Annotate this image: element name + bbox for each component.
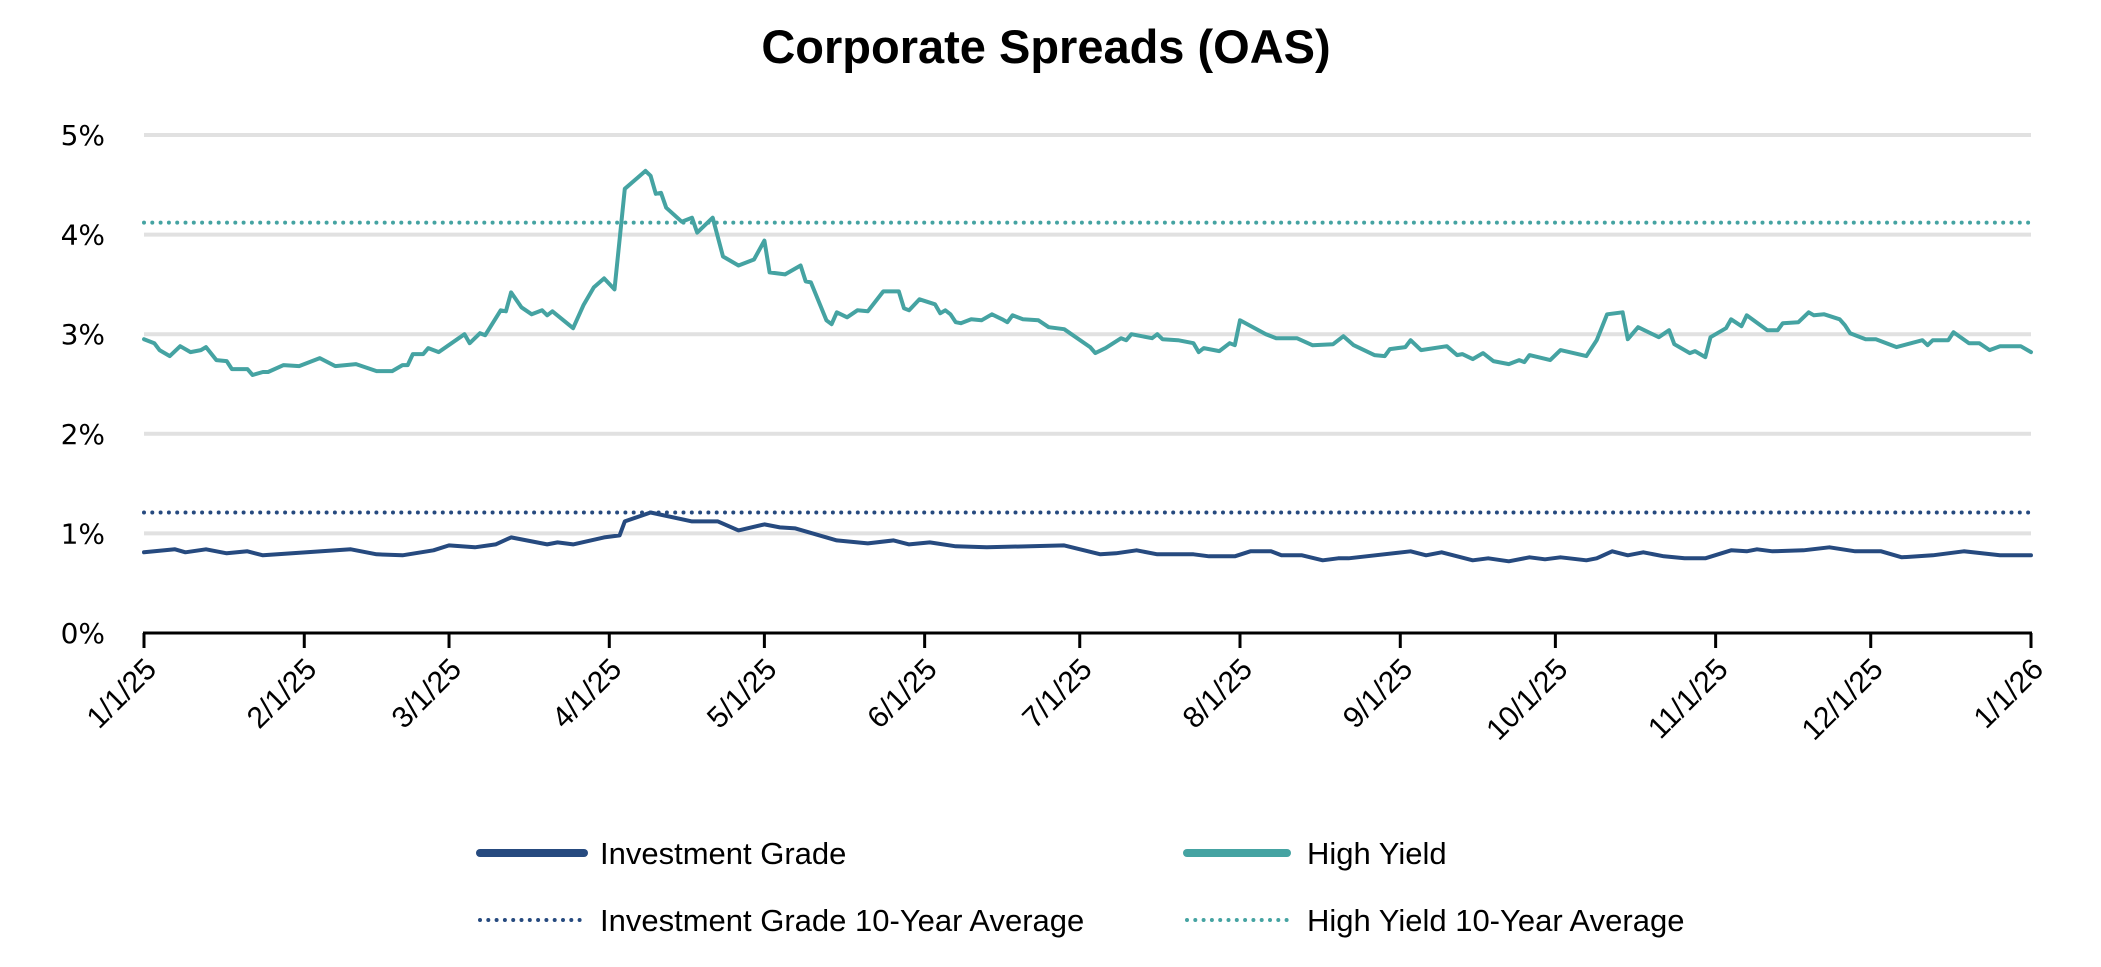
y-tick-label: 4% [61, 219, 105, 252]
legend-item-investment-grade-10-year-average: Investment Grade 10-Year Average [478, 903, 1084, 938]
legend: Investment Grade High Yield Investment Gra… [476, 836, 1684, 938]
x-tick-label: 2/1/25 [241, 653, 323, 735]
x-tick-label: 6/1/25 [861, 653, 943, 735]
y-tick-label: 2% [61, 418, 105, 451]
x-tick-label: 7/1/25 [1016, 653, 1098, 735]
x-tick-label: 1/1/25 [81, 653, 163, 735]
y-tick-label: 5% [61, 119, 105, 152]
high-yield-line [142, 168, 2033, 377]
y-tick-label: 3% [61, 318, 105, 351]
legend-label: Investment Grade [600, 836, 846, 871]
x-tick-label: 3/1/25 [386, 653, 468, 735]
x-axis: 1/1/25 2/1/25 3/1/25 4/1/25 5/1/25 6/1/25 7/1/… [81, 631, 2050, 747]
legend-label: High Yield [1307, 836, 1447, 871]
y-tick-label: 1% [61, 517, 105, 550]
x-tick-label: 9/1/25 [1337, 653, 1419, 735]
x-tick-label: 8/1/25 [1177, 653, 1259, 735]
x-tick-label: 5/1/25 [701, 653, 783, 735]
average-reference-lines [142, 220, 2033, 515]
legend-item-high-yield: High Yield [1183, 836, 1447, 871]
y-axis-tick-labels: 0% 1% 2% 3% 4% 5% [61, 119, 105, 650]
legend-label: Investment Grade 10-Year Average [600, 903, 1084, 938]
x-tick-label: 4/1/25 [546, 653, 628, 735]
gridlines [144, 133, 2031, 536]
x-tick-label: 10/1/25 [1480, 653, 1574, 747]
x-tick-label: 12/1/25 [1796, 653, 1890, 747]
legend-item-investment-grade: Investment Grade [476, 836, 846, 871]
series-lines [142, 168, 2033, 564]
x-tick-label: 1/1/26 [1968, 653, 2050, 735]
y-tick-label: 0% [61, 617, 105, 650]
x-tick-label: 11/1/25 [1642, 653, 1735, 746]
chart-title: Corporate Spreads (OAS) [761, 20, 1330, 73]
legend-label: High Yield 10-Year Average [1307, 903, 1684, 938]
legend-item-high-yield-10-year-average: High Yield 10-Year Average [1185, 903, 1684, 938]
investment-grade-line [142, 510, 2033, 564]
